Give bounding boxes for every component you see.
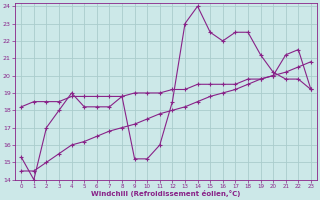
X-axis label: Windchill (Refroidissement éolien,°C): Windchill (Refroidissement éolien,°C) bbox=[92, 190, 241, 197]
